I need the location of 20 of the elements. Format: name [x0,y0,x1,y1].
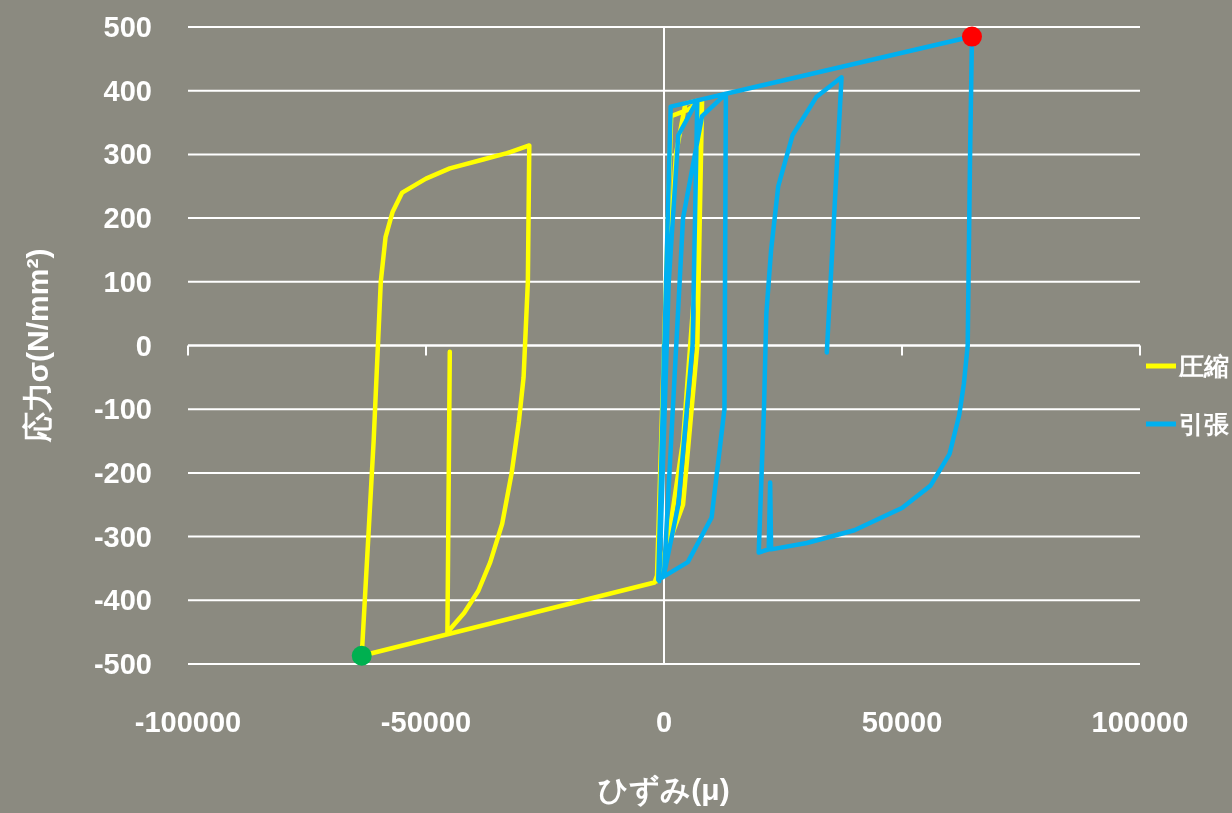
y-tick-label: -200 [93,456,152,489]
y-tick-label: -100 [93,393,152,426]
y-tick-label: -400 [93,584,152,617]
y-tick-label: 200 [103,202,152,235]
y-tick-label: -300 [93,520,152,553]
y-tick-label: 0 [135,329,152,362]
y-axis-title: 応力σ(N/mm²) [21,248,54,444]
x-tick-label: 0 [655,706,673,738]
y-tick-label: 500 [103,11,152,43]
x-tick-label: 50000 [861,706,943,738]
x-tick-label: -50000 [380,706,472,738]
legend-label: 引張 [1179,410,1230,438]
y-tick-label: 100 [103,265,152,298]
y-tick-label: 400 [103,74,152,107]
legend-label: 圧縮 [1178,352,1229,380]
x-tick-label: 100000 [1091,706,1189,738]
x-tick-label: -100000 [134,706,242,738]
y-tick-label: -500 [93,648,152,680]
y-tick-label: 300 [103,138,152,171]
x-axis-title: ひずみ(μ) [598,773,730,807]
